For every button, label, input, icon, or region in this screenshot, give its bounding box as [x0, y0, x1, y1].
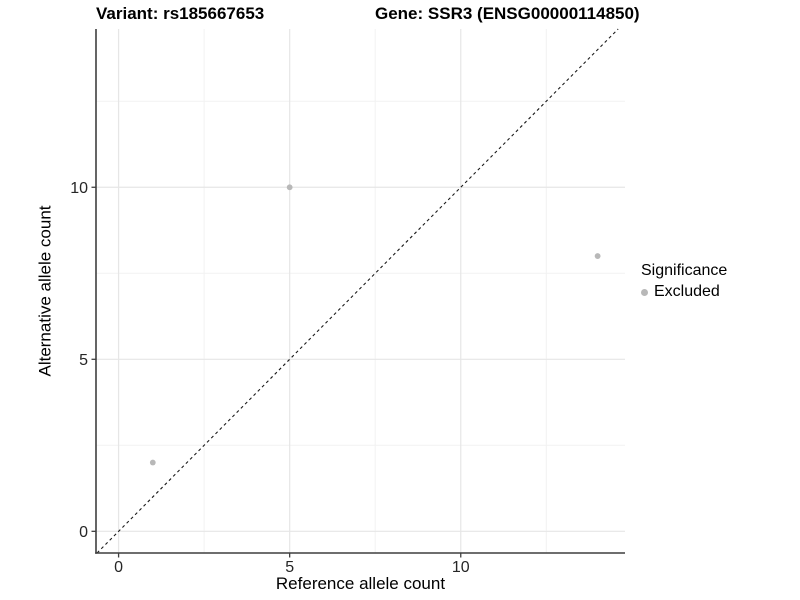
data-point: [286, 184, 293, 191]
x-tick-label: 0: [114, 559, 123, 576]
y-axis-label: Alternative allele count: [36, 205, 56, 377]
legend-title: Significance: [641, 262, 728, 279]
chart-title-gene: Gene: SSR3 (ENSG00000114850): [375, 4, 640, 23]
legend-item-label: Excluded: [654, 283, 720, 300]
y-tick-label: 0: [79, 524, 88, 541]
legend: Significance Excluded: [641, 262, 727, 301]
y-tick-label: 5: [79, 352, 88, 369]
data-point: [149, 459, 156, 466]
x-tick-label: 10: [452, 559, 470, 576]
x-tick-label: 5: [285, 559, 294, 576]
chart-title-variant: Variant: rs185667653: [96, 4, 265, 23]
identity-line: [96, 28, 619, 554]
excluded-circle-icon: [641, 288, 648, 296]
y-tick-label: 10: [70, 180, 88, 197]
data-point: [594, 253, 601, 259]
legend-item-excluded: Excluded: [641, 283, 727, 301]
x-axis-label: Reference allele count: [275, 574, 446, 593]
